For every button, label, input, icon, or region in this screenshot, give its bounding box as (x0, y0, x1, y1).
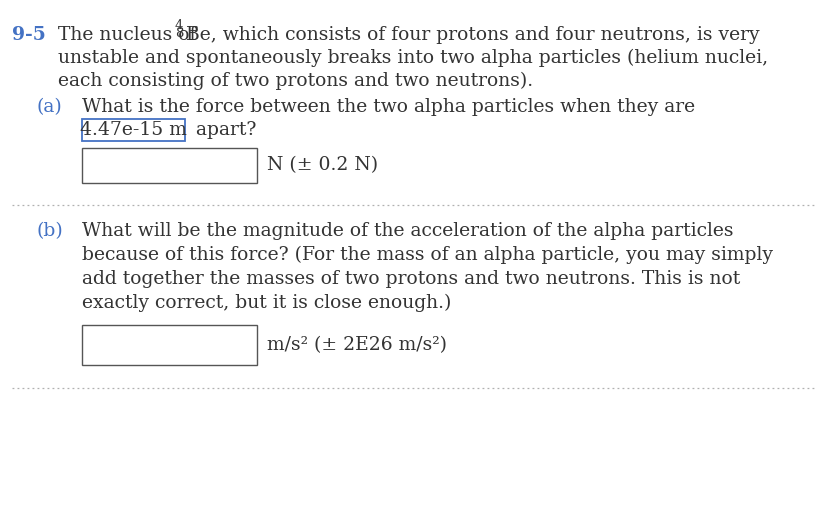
Text: apart?: apart? (189, 121, 256, 139)
Text: 4.47e-15 m: 4.47e-15 m (80, 121, 187, 139)
Text: N (± 0.2 N): N (± 0.2 N) (266, 156, 378, 174)
Text: What is the force between the two alpha particles when they are: What is the force between the two alpha … (82, 98, 695, 116)
Text: unstable and spontaneously breaks into two alpha particles (helium nuclei,: unstable and spontaneously breaks into t… (58, 49, 767, 67)
Text: The nucleus of: The nucleus of (58, 26, 202, 44)
Text: (a): (a) (37, 98, 63, 116)
Text: (b): (b) (37, 222, 64, 240)
Bar (82, 148, 256, 183)
Text: 8: 8 (174, 27, 183, 40)
Text: m/s² (± 2E26 m/s²): m/s² (± 2E26 m/s²) (266, 336, 447, 354)
Text: What will be the magnitude of the acceleration of the alpha particles: What will be the magnitude of the accele… (82, 222, 733, 240)
Text: 9-5: 9-5 (12, 26, 45, 44)
Text: exactly correct, but it is close enough.): exactly correct, but it is close enough.… (82, 294, 451, 312)
Bar (82, 119, 184, 141)
Text: because of this force? (For the mass of an alpha particle, you may simply: because of this force? (For the mass of … (82, 246, 772, 264)
Text: Be, which consists of four protons and four neutrons, is very: Be, which consists of four protons and f… (186, 26, 758, 44)
Text: each consisting of two protons and two neutrons).: each consisting of two protons and two n… (58, 72, 533, 90)
Bar (82, 325, 256, 365)
Text: add together the masses of two protons and two neutrons. This is not: add together the masses of two protons a… (82, 270, 739, 288)
Text: 4: 4 (174, 19, 183, 32)
